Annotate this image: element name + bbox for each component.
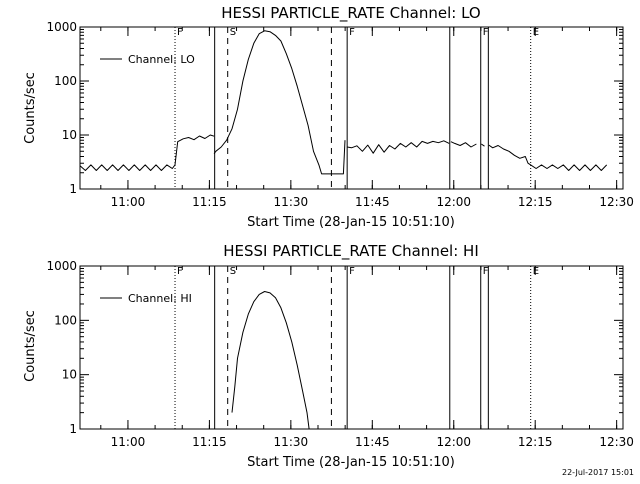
series-line-segment-1: [231, 291, 310, 430]
plot-frame: [79, 265, 624, 430]
marker-label: F: [177, 27, 183, 38]
x-tick-label: 11:45: [355, 435, 390, 449]
series-line-segment-2: [213, 30, 346, 175]
y-tick-label: 10: [62, 128, 77, 142]
chart-lo-channel: HESSI PARTICLE_RATE Channel: LO Counts/s…: [23, 4, 634, 230]
x-tick-label: 11:30: [274, 195, 309, 209]
marker-label: S: [230, 266, 236, 277]
x-tick-label: 12:00: [436, 435, 471, 449]
y-tick-label: 1: [69, 182, 77, 196]
marker-label: S: [230, 27, 236, 38]
x-tick-label: 11:45: [355, 195, 390, 209]
chart-hi-channel: HESSI PARTICLE_RATE Channel: HI Counts/s…: [23, 242, 634, 470]
chart-title: HESSI PARTICLE_RATE Channel: HI: [223, 242, 479, 261]
x-tick-label: 12:00: [436, 195, 471, 209]
x-tick-label: 11:15: [192, 195, 227, 209]
x-tick-label: 11:15: [192, 435, 227, 449]
series-line-segment-4: [450, 141, 477, 148]
series-line-segment-6: [488, 144, 608, 171]
y-axis-label: Counts/sec: [23, 310, 38, 382]
x-tick-label: 11:00: [111, 435, 146, 449]
x-axis-label: Start Time (28-Jan-15 10:51:10): [247, 455, 455, 470]
legend-label: Channel: LO: [128, 53, 195, 66]
x-axis-label: Start Time (28-Jan-15 10:51:10): [247, 215, 455, 230]
marker-label: F: [483, 266, 489, 277]
chart-title: HESSI PARTICLE_RATE Channel: LO: [221, 4, 480, 23]
series-line-segment-5: [481, 143, 485, 147]
plot-frame: [79, 26, 624, 190]
series-line-segment-1: [79, 134, 215, 171]
y-tick-label: 1000: [46, 20, 77, 34]
marker-label: F: [349, 266, 355, 277]
y-axis-label: Counts/sec: [23, 72, 38, 144]
footer-date: 22-Jul-2017 15:01: [562, 468, 634, 477]
y-tick-label: 1000: [46, 259, 77, 273]
marker-label: F: [483, 27, 489, 38]
x-tick-label: 12:15: [518, 195, 553, 209]
marker-label: F: [349, 27, 355, 38]
x-tick-label: 11:30: [274, 435, 309, 449]
x-tick-label: 12:30: [599, 195, 634, 209]
x-tick-label: 12:15: [518, 435, 553, 449]
legend-label: Channel: HI: [128, 292, 192, 305]
x-tick-label: 12:30: [599, 435, 634, 449]
marker-label: E: [533, 266, 539, 277]
y-tick-label: 10: [62, 368, 77, 382]
y-tick-label: 100: [54, 313, 77, 327]
series-line-segment-3: [347, 140, 450, 154]
x-tick-label: 11:00: [111, 195, 146, 209]
y-tick-label: 1: [69, 422, 77, 436]
marker-label: E: [533, 27, 539, 38]
y-tick-label: 100: [54, 74, 77, 88]
marker-label: F: [177, 266, 183, 277]
